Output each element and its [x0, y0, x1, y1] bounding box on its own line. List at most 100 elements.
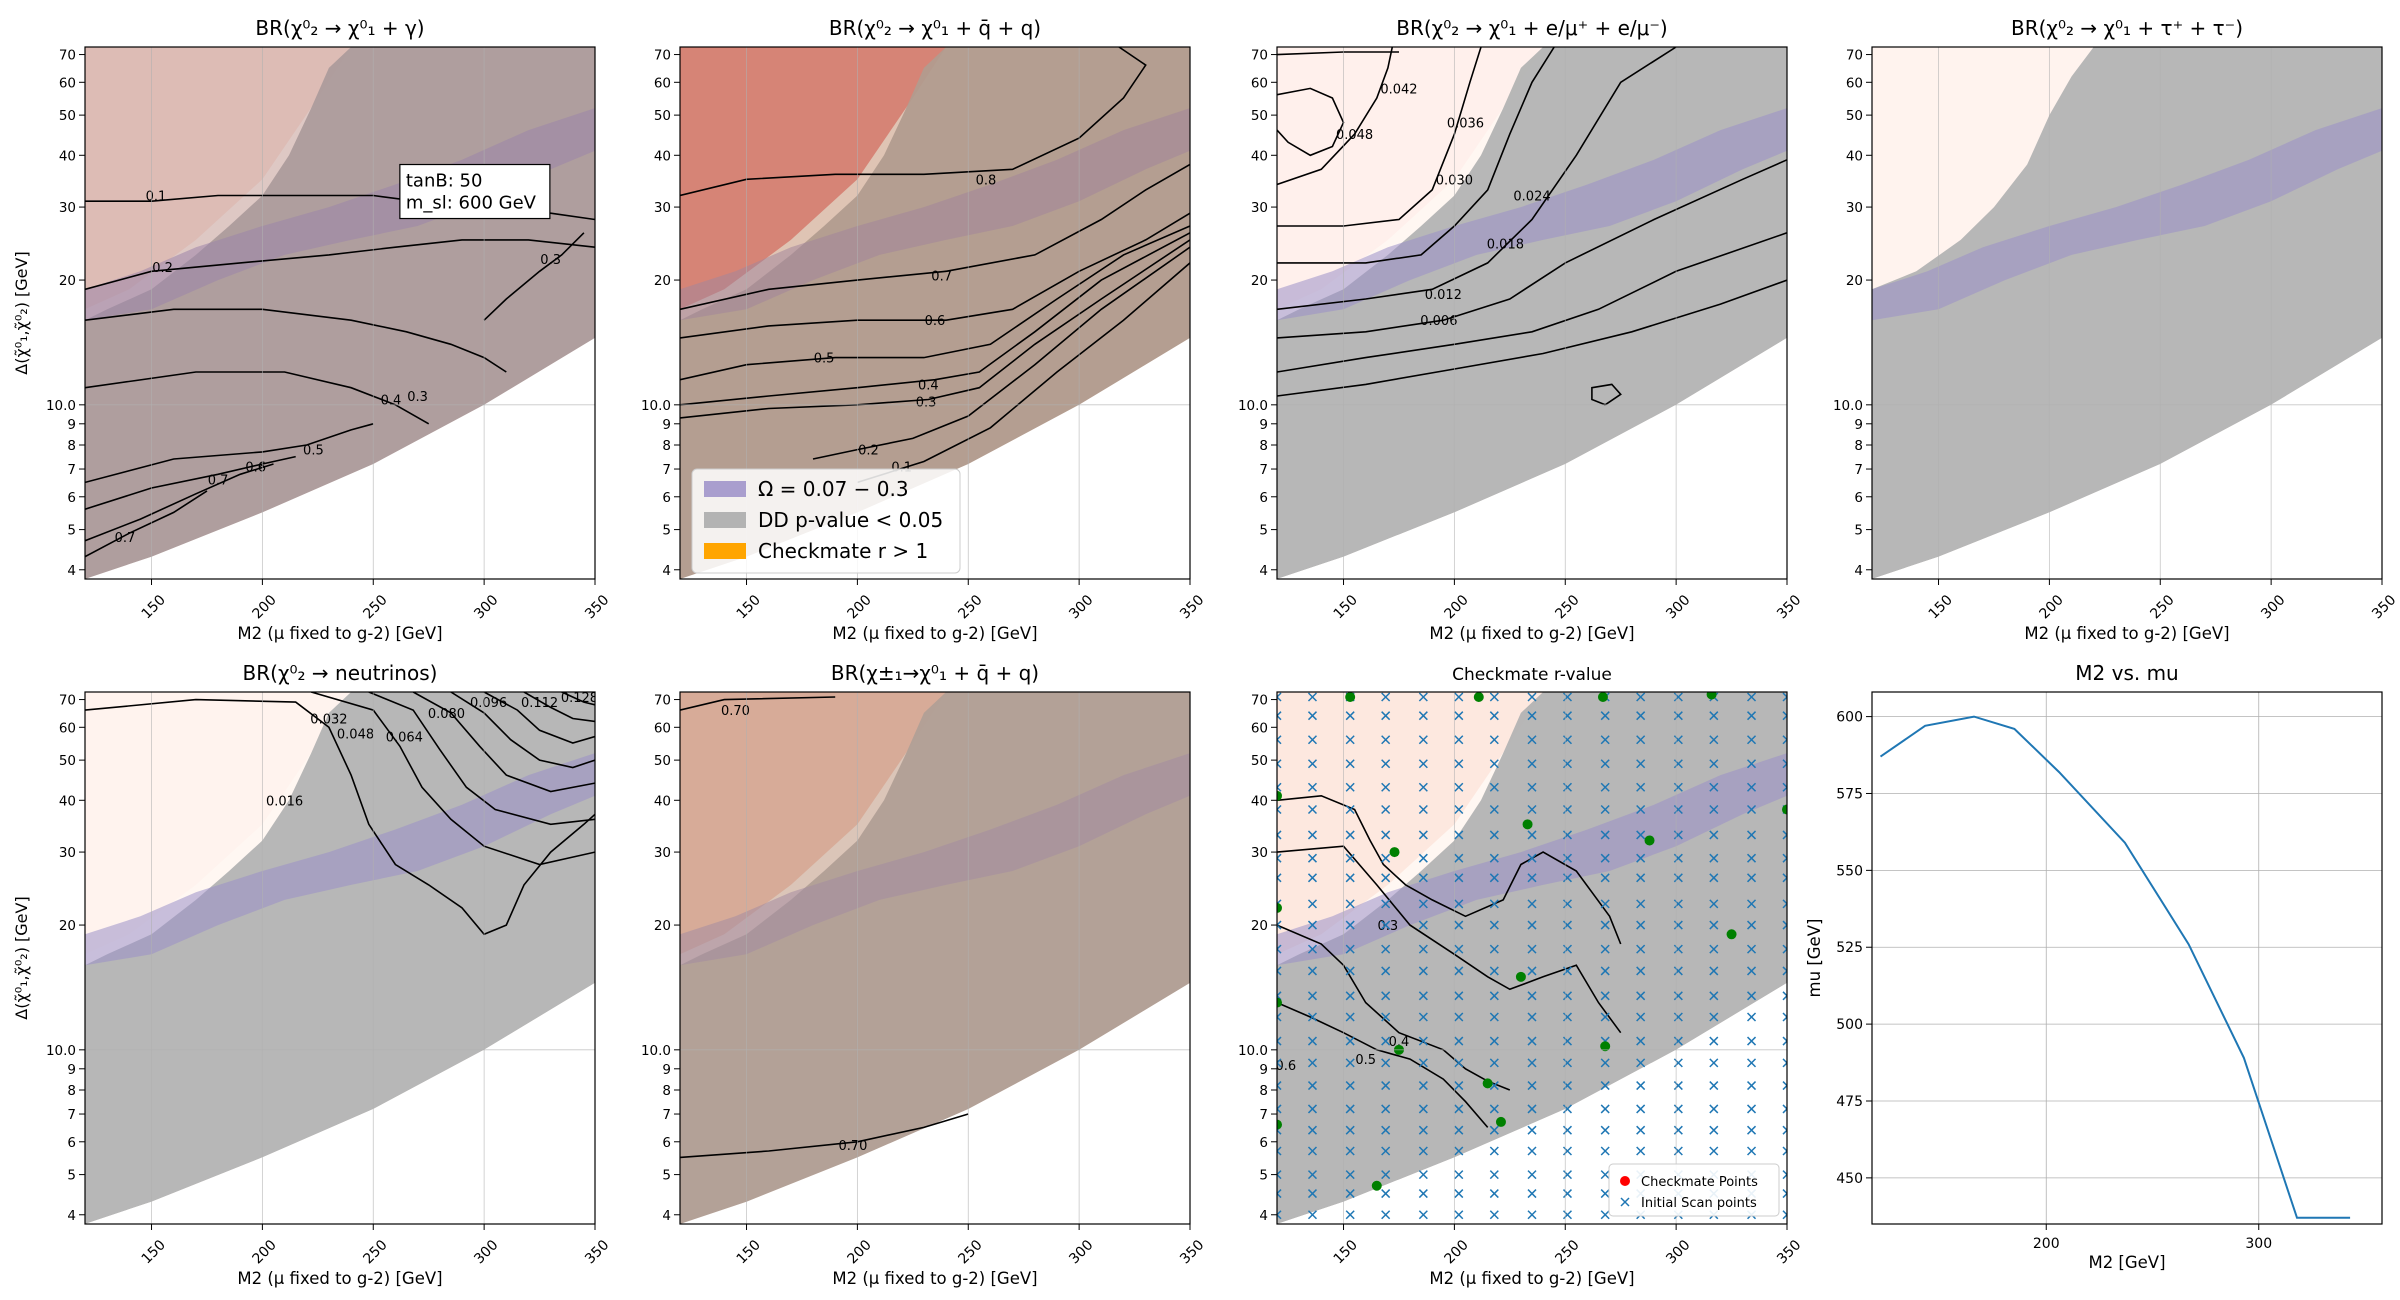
scan-point [1307, 1170, 1318, 1180]
scan-point-stroke [1418, 1058, 1428, 1068]
scan-point-stroke [1418, 1012, 1428, 1022]
x-tick-label: 250 [955, 592, 985, 622]
scan-point-stroke [1709, 966, 1719, 976]
scan-point-stroke [1782, 833, 1787, 840]
scan-point [1562, 920, 1573, 930]
y-tick-label: 60 [1251, 720, 1268, 736]
scan-point-stroke [1782, 853, 1787, 860]
checkmate-point [1277, 902, 1282, 913]
scan-point [1746, 735, 1757, 745]
scan-point [1746, 782, 1757, 792]
scan-point-stroke [1307, 944, 1318, 954]
scan-point-stroke [1709, 804, 1719, 815]
contour-label: 0.096 [470, 696, 507, 711]
y-tick-label: 30 [59, 200, 76, 216]
scan-point-stroke [1277, 1213, 1282, 1220]
scan-point [1527, 804, 1537, 815]
chart-title: Checkmate r-value [1452, 665, 1612, 685]
scan-point-stroke [1345, 1058, 1355, 1068]
y-tick-label: 7 [662, 1107, 671, 1123]
scan-point-stroke [1381, 804, 1391, 815]
scan-point-stroke [1489, 1146, 1499, 1156]
scan-point [1307, 830, 1318, 840]
x-tick-label: 200 [1442, 1237, 1472, 1267]
y-tick-label: 10.0 [46, 1043, 76, 1059]
scan-point-stroke [1527, 899, 1537, 909]
scan-point [1381, 1104, 1391, 1114]
scan-point-stroke [1345, 804, 1355, 815]
scan-point-stroke [1489, 1189, 1499, 1199]
scan-point [1489, 1125, 1499, 1135]
scan-point [1527, 899, 1537, 909]
scan-point [1636, 735, 1646, 745]
scan-point-stroke [1527, 1104, 1537, 1114]
scan-point-stroke [1746, 830, 1757, 840]
legend-label: DD p-value < 0.05 [758, 508, 943, 532]
scan-point [1673, 873, 1683, 883]
scan-point-stroke [1673, 991, 1683, 1001]
y-tick-label: 20 [1251, 918, 1268, 934]
y-tick-label: 30 [1251, 845, 1268, 861]
scan-point [1489, 1170, 1499, 1180]
contour-line [523, 692, 595, 723]
x-tick-label: 150 [734, 1237, 764, 1267]
contour-label: 0.70 [721, 704, 750, 719]
scan-point [1673, 944, 1683, 954]
chart-title: BR(χ⁰₂ → neutrinos) [243, 661, 438, 685]
omega-band [680, 753, 1190, 966]
scan-point [1345, 1081, 1355, 1091]
scan-point [1307, 1146, 1318, 1156]
scan-point-stroke [1600, 944, 1610, 954]
scan-point [1562, 873, 1573, 883]
plot-area [1872, 47, 2382, 579]
scan-point [1673, 1125, 1683, 1135]
scan-point [1709, 711, 1719, 721]
scan-point [1600, 920, 1610, 930]
chart-title: BR(χ⁰₂ → χ⁰₁ + e/μ⁺ + e/μ⁻) [1396, 16, 1667, 40]
scan-point [1345, 1125, 1355, 1135]
scan-point [1746, 1104, 1757, 1114]
scan-point [1782, 1170, 1787, 1180]
x-axis-label: M2 (μ fixed to g-2) [GeV] [832, 1269, 1037, 1288]
scan-point [1454, 804, 1464, 815]
scan-point-stroke [1673, 1104, 1683, 1114]
scan-point-stroke [1782, 1149, 1787, 1156]
scan-point-stroke [1527, 782, 1537, 792]
scan-point-stroke [1673, 804, 1683, 815]
scan-point-stroke [1277, 1084, 1282, 1091]
scan-point-stroke [1454, 920, 1464, 930]
contour-line [85, 371, 430, 425]
checkmate-point [1277, 790, 1282, 801]
contour-label: 0.70 [838, 1139, 867, 1154]
scan-point-stroke [1277, 804, 1282, 811]
scan-point-stroke [1489, 711, 1499, 721]
scan-point-stroke [1307, 920, 1318, 930]
scan-point-stroke [1527, 944, 1537, 954]
scan-point-stroke [1636, 899, 1646, 909]
y-tick-label: 30 [654, 200, 671, 216]
scan-point [1345, 1146, 1355, 1156]
y-axis-label: mu [GeV] [1805, 919, 1824, 998]
scan-point [1600, 853, 1610, 863]
scan-point-stroke [1345, 1125, 1355, 1135]
scan-point-stroke [1277, 1192, 1282, 1199]
scan-point-stroke [1562, 1036, 1573, 1046]
scan-point-stroke [1782, 1192, 1787, 1199]
y-tick-label: 5 [67, 523, 76, 539]
contour-line [680, 212, 1190, 339]
scan-point [1782, 1189, 1787, 1199]
scan-point-stroke [1418, 873, 1428, 883]
scan-point [1782, 1104, 1787, 1114]
contour-label: 0.3 [540, 253, 561, 268]
y-tick-label: 8 [67, 438, 76, 454]
scan-point-stroke [1746, 782, 1757, 792]
scan-point [1562, 1189, 1573, 1199]
scan-point [1746, 1146, 1757, 1156]
y-tick-label: 525 [1836, 940, 1863, 956]
scan-point [1746, 830, 1757, 840]
contour-label: 0.7 [931, 270, 952, 285]
scan-point [1454, 1104, 1464, 1114]
scan-point [1636, 711, 1646, 721]
scan-point [1489, 711, 1499, 721]
scan-point [1307, 1058, 1318, 1068]
